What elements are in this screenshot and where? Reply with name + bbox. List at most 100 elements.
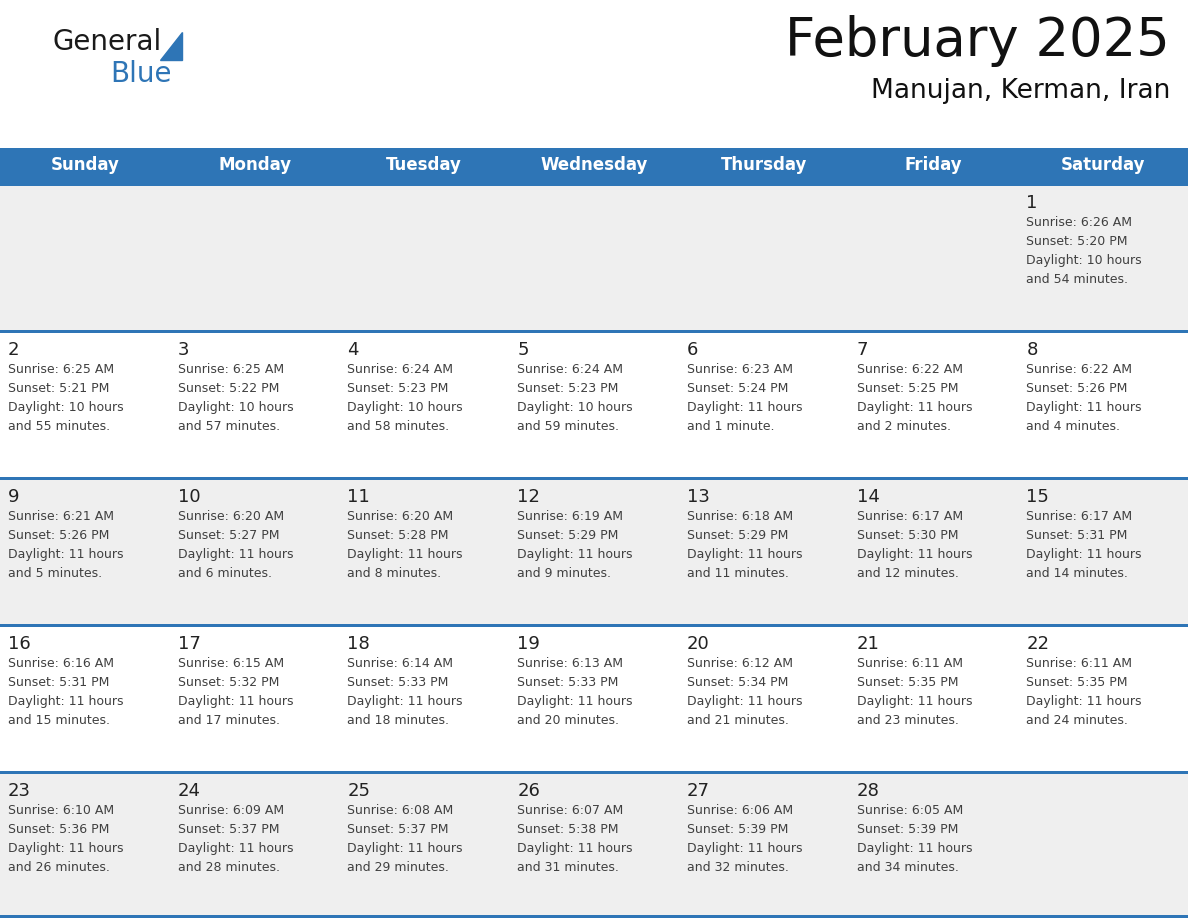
Text: Daylight: 11 hours: Daylight: 11 hours <box>857 695 972 708</box>
Text: 3: 3 <box>178 341 189 359</box>
Text: Daylight: 11 hours: Daylight: 11 hours <box>517 548 633 561</box>
Text: and 8 minutes.: and 8 minutes. <box>347 567 442 580</box>
Text: Sunrise: 6:16 AM: Sunrise: 6:16 AM <box>8 657 114 670</box>
Text: General: General <box>52 28 162 56</box>
Bar <box>0 186 1188 330</box>
Text: 8: 8 <box>1026 341 1037 359</box>
Text: Thursday: Thursday <box>721 156 807 174</box>
Text: 13: 13 <box>687 488 709 506</box>
Text: Daylight: 11 hours: Daylight: 11 hours <box>857 842 972 855</box>
Text: Sunrise: 6:18 AM: Sunrise: 6:18 AM <box>687 510 792 523</box>
Text: Sunrise: 6:14 AM: Sunrise: 6:14 AM <box>347 657 454 670</box>
Bar <box>0 915 1188 918</box>
Text: Sunrise: 6:09 AM: Sunrise: 6:09 AM <box>178 804 284 817</box>
Text: 7: 7 <box>857 341 868 359</box>
Text: 26: 26 <box>517 782 541 800</box>
Text: Daylight: 11 hours: Daylight: 11 hours <box>178 695 293 708</box>
Text: Sunset: 5:26 PM: Sunset: 5:26 PM <box>1026 382 1127 395</box>
Text: Sunrise: 6:21 AM: Sunrise: 6:21 AM <box>8 510 114 523</box>
Text: Daylight: 11 hours: Daylight: 11 hours <box>8 548 124 561</box>
Text: 10: 10 <box>178 488 201 506</box>
Text: and 20 minutes.: and 20 minutes. <box>517 714 619 727</box>
Text: and 5 minutes.: and 5 minutes. <box>8 567 102 580</box>
Bar <box>0 183 1188 186</box>
Text: 4: 4 <box>347 341 359 359</box>
Text: Saturday: Saturday <box>1061 156 1145 174</box>
Text: Sunset: 5:37 PM: Sunset: 5:37 PM <box>347 823 449 836</box>
Text: and 31 minutes.: and 31 minutes. <box>517 861 619 874</box>
Text: Sunset: 5:37 PM: Sunset: 5:37 PM <box>178 823 279 836</box>
Text: and 59 minutes.: and 59 minutes. <box>517 420 619 433</box>
Text: Sunset: 5:35 PM: Sunset: 5:35 PM <box>857 676 958 689</box>
Text: Sunset: 5:36 PM: Sunset: 5:36 PM <box>8 823 109 836</box>
Bar <box>0 333 1188 477</box>
Text: Sunset: 5:21 PM: Sunset: 5:21 PM <box>8 382 109 395</box>
Text: Sunrise: 6:17 AM: Sunrise: 6:17 AM <box>1026 510 1132 523</box>
Text: 5: 5 <box>517 341 529 359</box>
Text: and 6 minutes.: and 6 minutes. <box>178 567 272 580</box>
Text: Sunset: 5:32 PM: Sunset: 5:32 PM <box>178 676 279 689</box>
Text: 14: 14 <box>857 488 879 506</box>
Text: 9: 9 <box>8 488 19 506</box>
Text: Daylight: 11 hours: Daylight: 11 hours <box>347 695 463 708</box>
Text: Sunrise: 6:07 AM: Sunrise: 6:07 AM <box>517 804 624 817</box>
Text: Sunrise: 6:25 AM: Sunrise: 6:25 AM <box>8 363 114 376</box>
Text: Daylight: 11 hours: Daylight: 11 hours <box>347 842 463 855</box>
Text: Sunset: 5:31 PM: Sunset: 5:31 PM <box>8 676 109 689</box>
Text: Sunrise: 6:08 AM: Sunrise: 6:08 AM <box>347 804 454 817</box>
Text: Daylight: 10 hours: Daylight: 10 hours <box>8 401 124 414</box>
Text: Daylight: 11 hours: Daylight: 11 hours <box>517 842 633 855</box>
Text: Sunrise: 6:06 AM: Sunrise: 6:06 AM <box>687 804 792 817</box>
Text: and 21 minutes.: and 21 minutes. <box>687 714 789 727</box>
Text: Sunrise: 6:11 AM: Sunrise: 6:11 AM <box>1026 657 1132 670</box>
Text: Sunrise: 6:12 AM: Sunrise: 6:12 AM <box>687 657 792 670</box>
Text: and 54 minutes.: and 54 minutes. <box>1026 273 1129 286</box>
Text: 15: 15 <box>1026 488 1049 506</box>
Bar <box>0 771 1188 774</box>
Text: Sunrise: 6:22 AM: Sunrise: 6:22 AM <box>857 363 962 376</box>
Text: Daylight: 11 hours: Daylight: 11 hours <box>347 548 463 561</box>
Text: Daylight: 11 hours: Daylight: 11 hours <box>8 695 124 708</box>
Text: Friday: Friday <box>904 156 962 174</box>
Text: Wednesday: Wednesday <box>541 156 647 174</box>
Text: Sunset: 5:33 PM: Sunset: 5:33 PM <box>517 676 619 689</box>
Text: February 2025: February 2025 <box>785 15 1170 67</box>
Text: 11: 11 <box>347 488 371 506</box>
Text: Daylight: 10 hours: Daylight: 10 hours <box>1026 254 1142 267</box>
Text: Sunrise: 6:20 AM: Sunrise: 6:20 AM <box>347 510 454 523</box>
Text: and 29 minutes.: and 29 minutes. <box>347 861 449 874</box>
Text: and 24 minutes.: and 24 minutes. <box>1026 714 1129 727</box>
Text: Sunset: 5:29 PM: Sunset: 5:29 PM <box>687 529 788 542</box>
Text: 18: 18 <box>347 635 371 653</box>
Text: Sunrise: 6:20 AM: Sunrise: 6:20 AM <box>178 510 284 523</box>
Text: Sunday: Sunday <box>50 156 119 174</box>
Text: Sunset: 5:24 PM: Sunset: 5:24 PM <box>687 382 788 395</box>
Text: Sunset: 5:29 PM: Sunset: 5:29 PM <box>517 529 619 542</box>
Text: and 4 minutes.: and 4 minutes. <box>1026 420 1120 433</box>
Polygon shape <box>160 32 182 60</box>
Text: Sunrise: 6:05 AM: Sunrise: 6:05 AM <box>857 804 962 817</box>
Text: 24: 24 <box>178 782 201 800</box>
Text: Sunrise: 6:10 AM: Sunrise: 6:10 AM <box>8 804 114 817</box>
Text: Sunrise: 6:17 AM: Sunrise: 6:17 AM <box>857 510 962 523</box>
Text: and 57 minutes.: and 57 minutes. <box>178 420 280 433</box>
Text: 28: 28 <box>857 782 879 800</box>
Text: Sunset: 5:33 PM: Sunset: 5:33 PM <box>347 676 449 689</box>
Text: 16: 16 <box>8 635 31 653</box>
Text: 25: 25 <box>347 782 371 800</box>
Text: Sunrise: 6:26 AM: Sunrise: 6:26 AM <box>1026 216 1132 229</box>
Text: and 18 minutes.: and 18 minutes. <box>347 714 449 727</box>
Text: and 9 minutes.: and 9 minutes. <box>517 567 611 580</box>
Text: Sunrise: 6:19 AM: Sunrise: 6:19 AM <box>517 510 624 523</box>
Text: Daylight: 11 hours: Daylight: 11 hours <box>1026 695 1142 708</box>
Text: and 2 minutes.: and 2 minutes. <box>857 420 950 433</box>
Text: Sunset: 5:22 PM: Sunset: 5:22 PM <box>178 382 279 395</box>
Text: Sunset: 5:31 PM: Sunset: 5:31 PM <box>1026 529 1127 542</box>
Text: 23: 23 <box>8 782 31 800</box>
Text: Sunrise: 6:24 AM: Sunrise: 6:24 AM <box>517 363 624 376</box>
Text: 27: 27 <box>687 782 710 800</box>
Text: Daylight: 11 hours: Daylight: 11 hours <box>687 401 802 414</box>
Text: Sunrise: 6:13 AM: Sunrise: 6:13 AM <box>517 657 624 670</box>
Text: and 34 minutes.: and 34 minutes. <box>857 861 959 874</box>
Text: Sunset: 5:39 PM: Sunset: 5:39 PM <box>857 823 958 836</box>
